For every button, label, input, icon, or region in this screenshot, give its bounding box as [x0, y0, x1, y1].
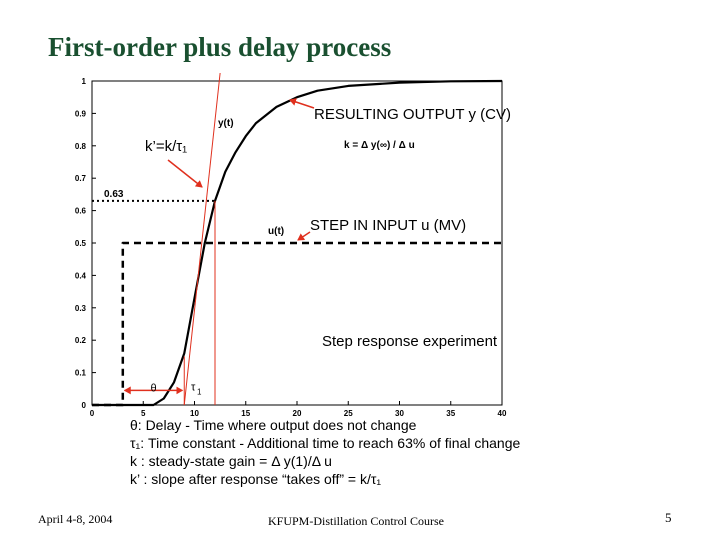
series-line-yt: [92, 79, 503, 407]
output-arrow: [289, 98, 315, 109]
y-tick-label: 0.9: [75, 109, 87, 118]
x-tick-label: 35: [446, 409, 455, 418]
definition-time-constant: τ₁: Time constant - Additional time to r…: [130, 435, 521, 451]
x-tick-label: 20: [293, 409, 302, 418]
x-tick-label: 10: [190, 409, 199, 418]
definition-gain: k : steady-state gain = Δ y(1)/Δ u: [130, 453, 332, 469]
y-tick-label: 0.3: [75, 304, 87, 313]
level-label: 0.63: [104, 189, 124, 200]
x-tick-label: 15: [241, 409, 250, 418]
series-line-ut: [92, 241, 502, 407]
x-tick-label: 0: [90, 409, 95, 418]
y-tick-label: 0.1: [75, 369, 87, 378]
y-tick-label: 1: [82, 77, 87, 86]
y-tick-label: 0.2: [75, 336, 87, 345]
y-tick-label: 0.8: [75, 142, 87, 151]
theta-label: θ: [150, 383, 156, 395]
definitions-list: θ: Delay - Time where output does not ch…: [130, 416, 520, 488]
gain-formula: k = Δ y(∞) / Δ u: [344, 140, 415, 151]
y-tick-label: 0.6: [75, 207, 87, 216]
slope-arrow: [167, 159, 203, 188]
y-tick-label: 0: [82, 401, 87, 410]
x-tick-label: 25: [344, 409, 353, 418]
experiment-label: Step response experiment: [322, 333, 498, 350]
input-arrow: [297, 231, 311, 241]
definition-delay: θ: Delay - Time where output does not ch…: [130, 417, 417, 433]
x-tick-label: 40: [498, 409, 507, 418]
footer-course: KFUPM-Distillation Control Course: [268, 514, 445, 528]
slope-label: k’=k/τ₁: [145, 138, 188, 155]
slide-title: First-order plus delay process: [48, 32, 392, 62]
y-tick-label: 0.5: [75, 239, 87, 248]
x-tick-label: 30: [395, 409, 404, 418]
output-label: RESULTING OUTPUT y (CV): [314, 106, 511, 123]
input-curve-label: u(t): [268, 226, 284, 237]
footer-date: April 4-8, 2004: [38, 512, 113, 526]
footer-page: 5: [665, 510, 672, 525]
tau-label-subscript: 1: [197, 387, 202, 396]
output-curve-label: y(t): [218, 118, 234, 129]
definition-slope: k’ : slope after response “takes off” = …: [130, 471, 382, 487]
tau-label: τ: [191, 381, 196, 393]
y-tick-label: 0.4: [75, 271, 87, 280]
tangent-line: [183, 72, 221, 406]
input-label: STEP IN INPUT u (MV): [310, 217, 467, 234]
x-tick-label: 5: [141, 409, 146, 418]
y-tick-label: 0.7: [75, 174, 87, 183]
